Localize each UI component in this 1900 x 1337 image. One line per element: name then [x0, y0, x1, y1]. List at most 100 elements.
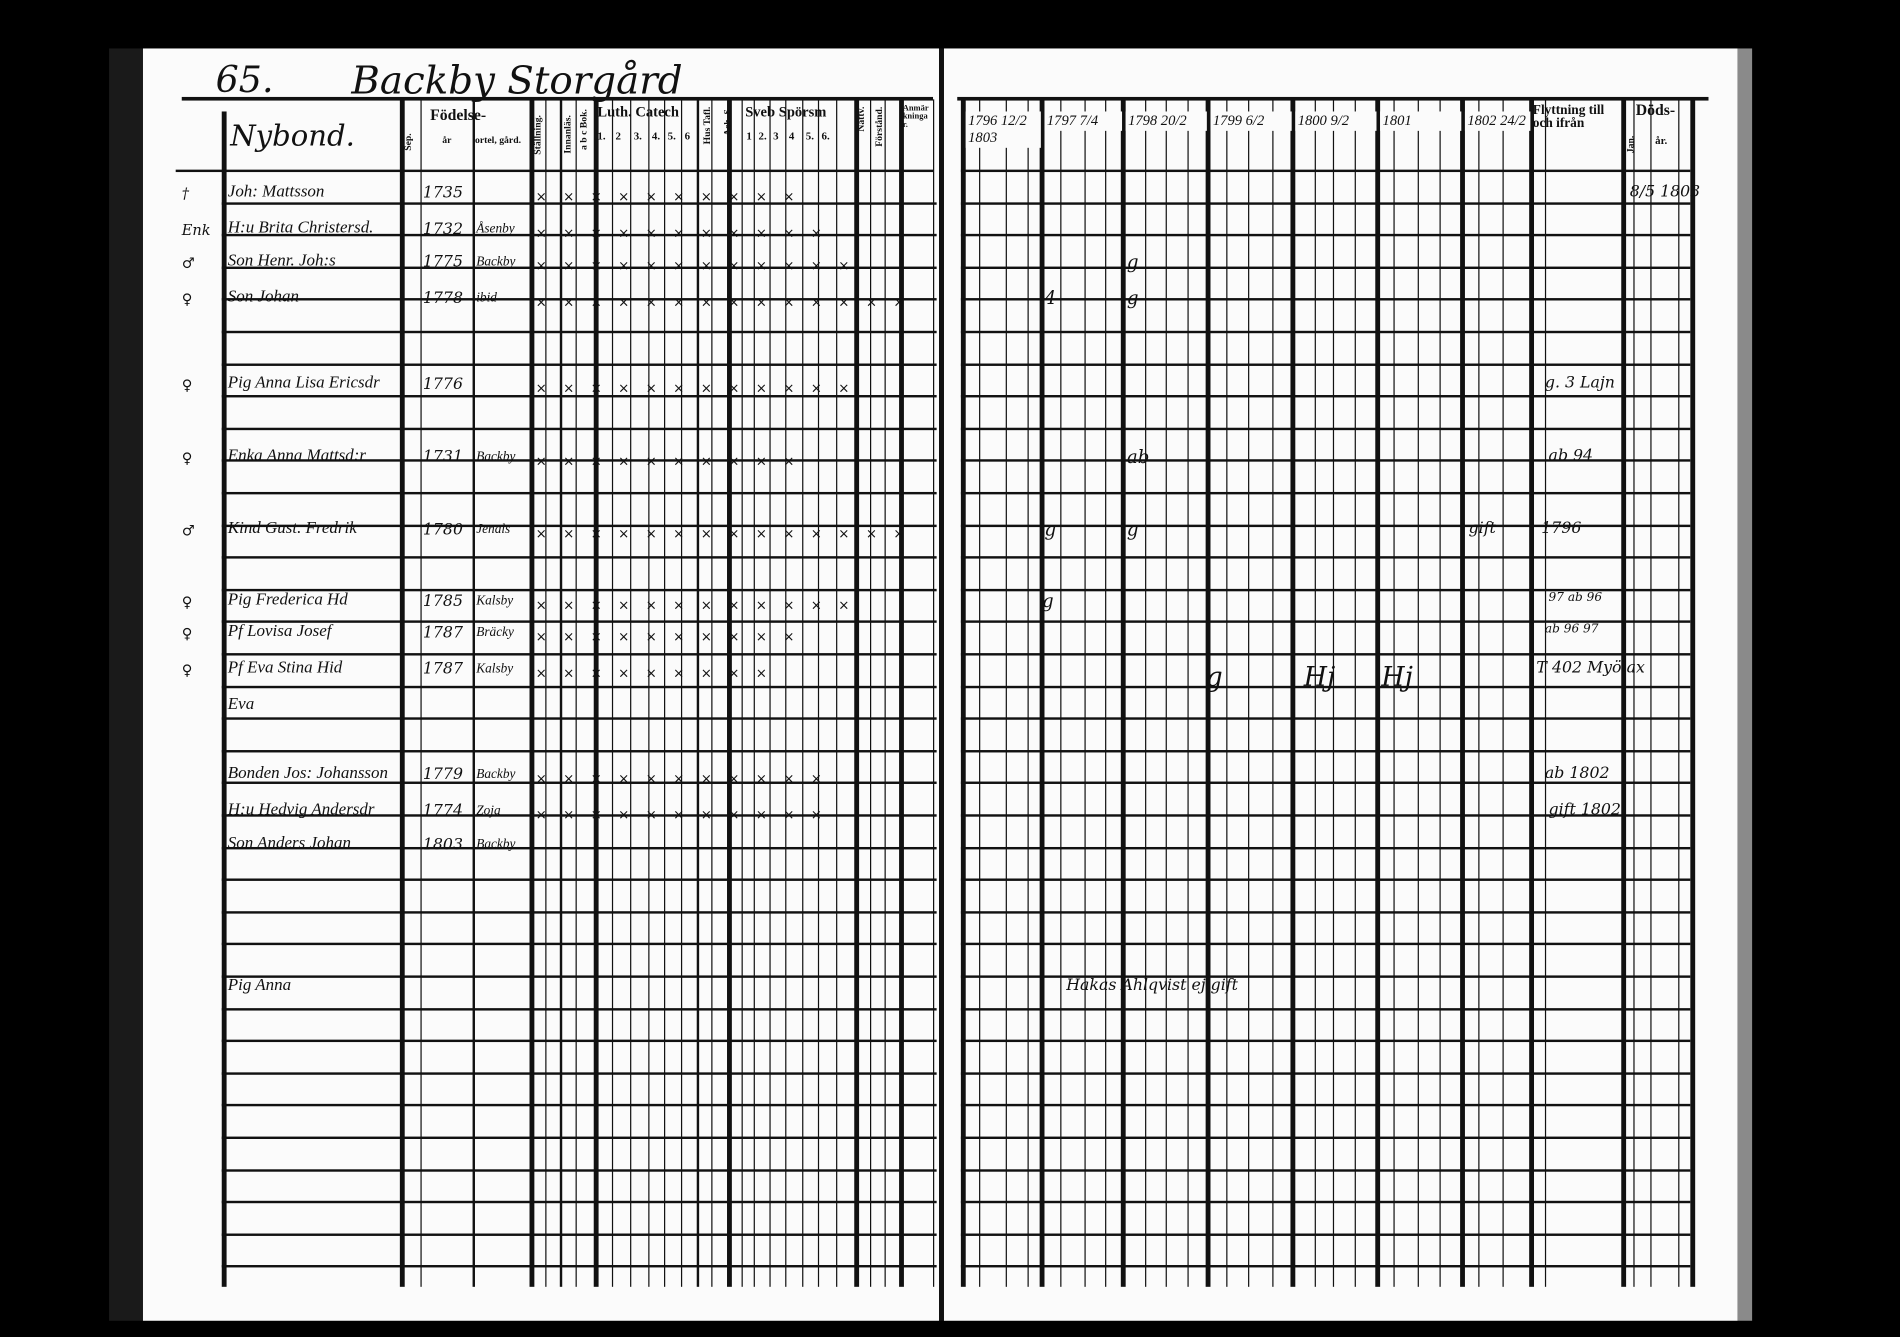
sporsm-col-number: 6.: [821, 129, 830, 142]
tally-marks: × × × × × × × × × × × ×: [535, 380, 856, 397]
row-rule: [221, 1136, 937, 1139]
tally-marks: × × × × × × × × × × × ×: [535, 597, 856, 614]
tally-marks: × × × × × × × × × × ×: [535, 225, 829, 242]
person-name: Kind Gust. Fredrik: [227, 519, 357, 538]
sporsm-col-number: 2.: [758, 129, 767, 142]
column-rule: [648, 99, 650, 1287]
header-fodelse: Födelse-: [430, 105, 487, 124]
column-rule: [1145, 99, 1147, 1287]
person-name: Pf Eva Stina Hid: [227, 659, 343, 678]
column-rule: [933, 99, 935, 1287]
column-rule: [575, 99, 577, 1287]
catech-col-number: 2: [615, 129, 621, 142]
catech-col-number: 4.: [651, 129, 661, 142]
year-header: 1797 7/4: [1044, 111, 1123, 131]
year-column-mark: Hj: [1381, 662, 1413, 694]
column-rule: [1314, 99, 1316, 1287]
row-rule: [960, 653, 1691, 656]
village-label: Nybond.: [230, 118, 355, 153]
column-rule: [1417, 99, 1419, 1287]
annotation-note: 8/5 1803: [1629, 182, 1701, 202]
column-rule: [1678, 99, 1680, 1287]
row-rule: [221, 363, 937, 366]
row-rule: [221, 298, 937, 301]
column-rule: [1027, 99, 1029, 1287]
column-rule: [1226, 99, 1228, 1287]
column-rule: [1248, 99, 1250, 1287]
catech-col-number: 3.: [633, 129, 642, 142]
column-rule: [593, 99, 599, 1287]
column-rule: [680, 99, 683, 1287]
column-rule: [1165, 99, 1167, 1287]
catech-col-number: 5.: [667, 129, 676, 142]
column-rule: [1354, 99, 1356, 1287]
person-name: Joh: Mattsson: [227, 182, 325, 202]
column-rule: [1544, 99, 1547, 1287]
person-name: Eva: [227, 695, 255, 714]
column-rule: [1205, 99, 1211, 1287]
column-rule: [1460, 99, 1465, 1287]
column-rule: [1187, 99, 1189, 1287]
birth-place: Bräcky: [476, 625, 514, 640]
row-rule: [960, 266, 1691, 269]
row-rule: [960, 685, 1691, 688]
column-rule: [1105, 99, 1107, 1287]
column-rule: [664, 99, 666, 1287]
row-rule: [221, 653, 937, 656]
birth-year: 1779: [422, 765, 463, 784]
row-rule: [221, 266, 937, 269]
row-margin-mark: ♀: [181, 290, 193, 308]
birth-place: Zoja: [476, 803, 501, 818]
header-bottom-rule: [175, 169, 934, 173]
row-rule: [221, 1233, 937, 1236]
row-rule: [221, 427, 937, 430]
tally-marks: × × × × × × × × × × × ×: [535, 258, 856, 274]
annotation-note: Hakas Ahlqvist ej gift: [1066, 976, 1238, 995]
row-rule: [221, 588, 937, 592]
birth-year: 1774: [422, 802, 463, 821]
column-rule: [711, 99, 713, 1287]
row-rule: [221, 1104, 937, 1107]
column-rule: [836, 99, 838, 1287]
column-rule: [1375, 99, 1381, 1287]
column-rule: [1478, 99, 1480, 1287]
year-column-mark: g: [1126, 287, 1139, 309]
header-dods-jan: Jan.: [1624, 135, 1636, 154]
row-rule: [960, 1039, 1691, 1043]
column-rule: [399, 99, 405, 1287]
column-rule: [870, 99, 872, 1287]
birth-place: Backby: [476, 767, 516, 782]
birth-year: 1732: [422, 220, 463, 239]
column-rule: [854, 99, 860, 1287]
birth-year: 1776: [422, 375, 463, 394]
header-dods-ar: år.: [1655, 134, 1668, 147]
column-rule: [1650, 99, 1652, 1287]
header-anmarkningar: Anmärkningar.: [902, 102, 929, 130]
column-rule: [1120, 99, 1126, 1287]
year-header: 1796 12/2 1803: [965, 111, 1041, 148]
column-rule: [1084, 99, 1086, 1287]
page-number: 65.: [215, 59, 274, 102]
birth-year: 1787: [422, 660, 463, 679]
row-rule: [960, 749, 1691, 753]
row-rule: [960, 878, 1691, 882]
year-column-mark: g: [1205, 662, 1223, 694]
column-rule: [1005, 99, 1007, 1287]
birth-place: Backby: [476, 449, 516, 465]
header-ar: år: [442, 134, 452, 146]
person-name: Pig Frederica Hd: [227, 591, 348, 610]
row-rule: [960, 717, 1691, 720]
header-hus-tafl: Hus Tafl.: [701, 106, 713, 145]
row-margin-mark: ♀: [181, 625, 193, 643]
column-rule: [221, 111, 227, 1287]
tally-marks: × × × × × × × × × × × × × ×: [535, 525, 911, 542]
birth-place: Backby: [476, 837, 516, 852]
row-rule: [221, 910, 937, 914]
column-rule: [1502, 99, 1504, 1287]
row-rule: [960, 491, 1691, 495]
birth-year: 1735: [422, 184, 463, 203]
row-rule: [960, 1168, 1691, 1172]
column-rule: [1529, 99, 1535, 1287]
page-edge: [1737, 48, 1753, 1321]
annotation-note: 1796: [1541, 519, 1582, 538]
